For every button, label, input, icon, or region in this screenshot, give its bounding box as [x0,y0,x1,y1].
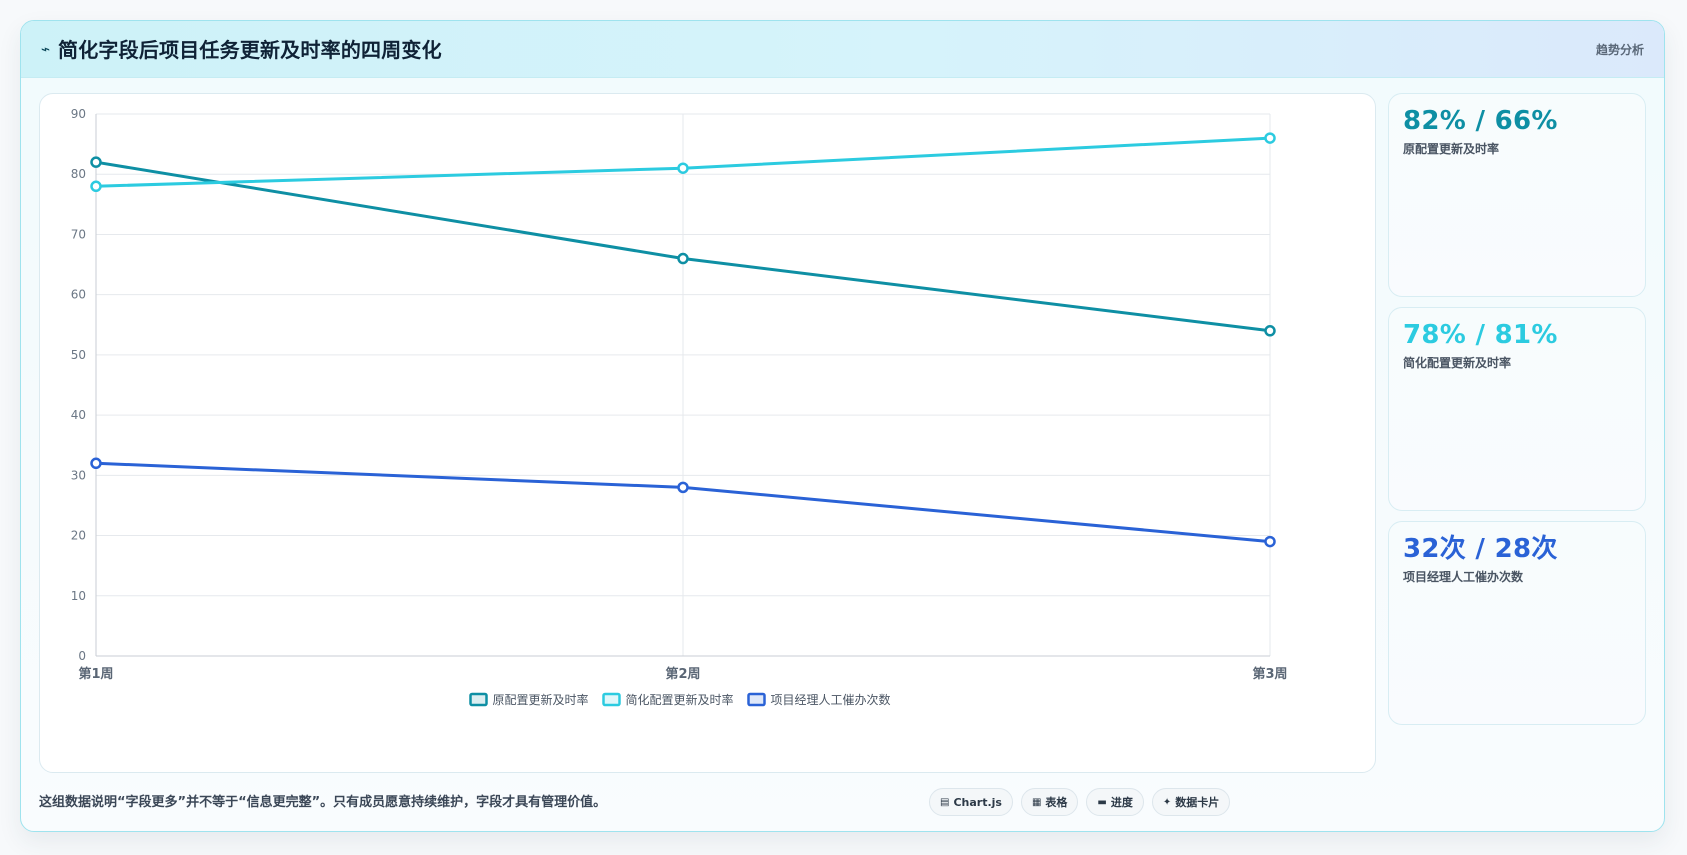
legend-label-0: 原配置更新及时率 [493,692,589,707]
legend-swatch-1 [602,692,621,707]
data-point [1264,535,1276,548]
data-point [1264,132,1276,144]
x-tick-label: 第3周 [1252,666,1287,682]
chart-card: ⌁ 简化字段后项目任务更新及时率的四周变化 趋势分析 0 10 20 30 40 50 60… [20,20,1665,832]
sparkle-icon: ✦ [1162,796,1172,808]
x-tick-label: 第1周 [78,666,113,682]
stat-card-original: 82% / 66% 原配置更新及时率 [1388,93,1646,297]
chip-progress[interactable]: ▬ 进度 [1086,788,1144,816]
y-tick-label: 70 [71,227,86,241]
data-point [677,162,689,174]
chip-chartjs[interactable]: ▤ Chart.js [929,788,1013,816]
chip-label: 进度 [1110,796,1133,809]
y-tick-label: 0 [78,649,86,663]
chart-icon: ▤ [940,796,950,808]
card-header: ⌁ 简化字段后项目任务更新及时率的四周变化 趋势分析 [21,21,1664,78]
stat-card-reminders: 32次 / 28次 项目经理人工催办次数 [1388,521,1646,725]
stat-label: 原配置更新及时率 [1403,142,1500,156]
x-tick-label: 第2周 [665,666,700,682]
data-point [1264,325,1276,337]
trend-analysis-tag[interactable]: 趋势分析 [1595,43,1644,57]
chip-label: 表格 [1045,796,1068,809]
data-point [677,252,689,265]
y-tick-label: 50 [71,348,86,362]
chip-label: Chart.js [953,795,1002,809]
y-tick-label: 90 [71,107,86,121]
y-tick-label: 30 [71,468,86,482]
legend-swatch-2 [747,692,766,707]
stat-label: 项目经理人工催办次数 [1403,570,1524,584]
view-chips: ▤ Chart.js ▦ 表格 ▬ 进度 ✦ 数据卡片 [929,788,1231,816]
y-tick-label: 20 [71,529,86,543]
y-tick-label: 80 [71,167,86,181]
chip-table[interactable]: ▦ 表格 [1020,788,1079,816]
stat-card-simplified: 78% / 81% 简化配置更新及时率 [1388,307,1646,511]
data-point [90,156,102,168]
chip-data-cards[interactable]: ✦ 数据卡片 [1151,788,1231,816]
legend-swatch-0 [469,692,488,707]
progress-icon: ▬ [1097,796,1107,808]
chart-panel: 0 10 20 30 40 50 60 70 80 90 第1周 第2周 第3周原配置更新及时率 简化配置… [39,93,1376,773]
legend-label-1: 简化配置更新及时率 [626,692,734,707]
data-point [90,457,102,470]
table-icon: ▦ [1031,796,1042,808]
chart-title: 简化字段后项目任务更新及时率的四周变化 [58,38,442,62]
y-tick-label: 10 [71,589,86,603]
y-tick-label: 40 [71,408,86,422]
stat-value: 78% / 81% [1403,320,1558,350]
footer-note: 这组数据说明“字段更多”并不等于“信息更完整”。只有成员愿意持续维护，字段才具有… [39,795,607,810]
title-wrap: ⌁ 简化字段后项目任务更新及时率的四周变化 [39,34,442,63]
data-point [677,481,689,494]
legend-label-2: 项目经理人工催办次数 [771,692,891,707]
stat-value: 32次 / 28次 [1403,534,1558,564]
y-tick-label: 60 [71,288,86,302]
lightning-icon: ⌁ [39,38,52,59]
stat-label: 简化配置更新及时率 [1403,356,1512,370]
stat-value: 82% / 66% [1403,106,1558,136]
chip-label: 数据卡片 [1175,796,1220,809]
data-point [90,180,102,193]
